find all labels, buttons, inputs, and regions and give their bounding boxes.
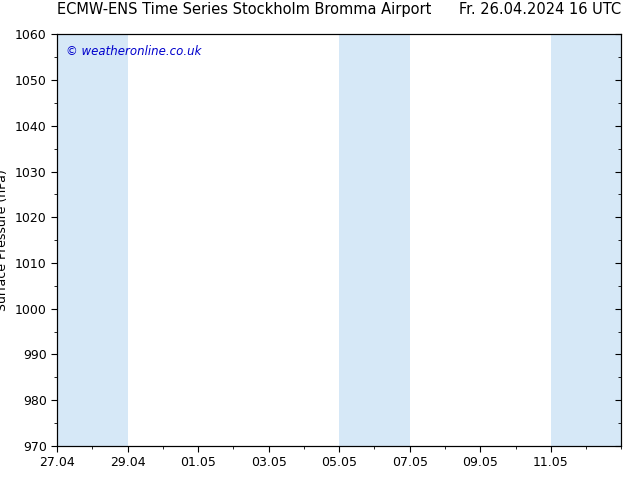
Text: Fr. 26.04.2024 16 UTC: Fr. 26.04.2024 16 UTC xyxy=(459,2,621,17)
Text: ECMW-ENS Time Series Stockholm Bromma Airport: ECMW-ENS Time Series Stockholm Bromma Ai… xyxy=(57,2,431,17)
Bar xyxy=(339,34,410,446)
Bar xyxy=(551,34,621,446)
Text: © weatheronline.co.uk: © weatheronline.co.uk xyxy=(65,45,201,58)
Y-axis label: Surface Pressure (hPa): Surface Pressure (hPa) xyxy=(0,169,10,311)
Bar xyxy=(57,34,127,446)
